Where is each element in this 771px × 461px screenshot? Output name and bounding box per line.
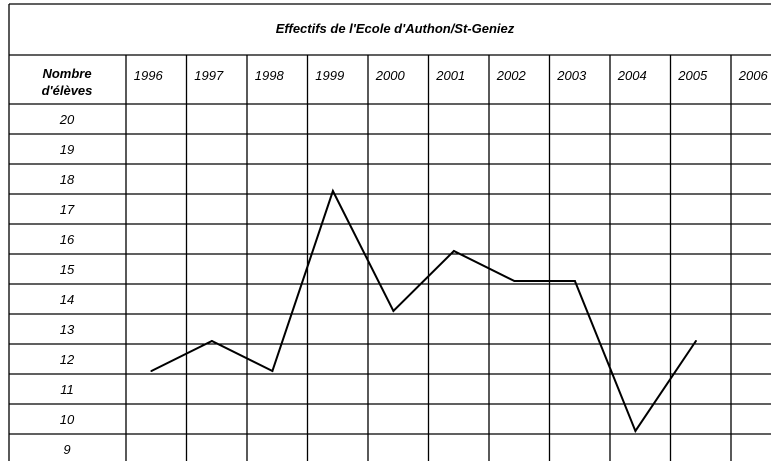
data-point — [634, 430, 637, 432]
value-label: 13 — [60, 322, 75, 337]
chart-title: Effectifs de l'Ecole d'Authon/St-Geniez — [276, 21, 515, 36]
year-label: 2004 — [617, 68, 647, 83]
value-label: 14 — [60, 292, 74, 307]
data-point — [573, 280, 576, 282]
value-label: 12 — [60, 352, 75, 367]
value-label: 11 — [60, 382, 74, 397]
year-label: 1996 — [134, 68, 164, 83]
data-point — [331, 190, 334, 192]
header-label-line1: Nombre — [42, 66, 91, 81]
value-label: 20 — [59, 112, 75, 127]
value-label: 17 — [60, 202, 75, 217]
header-label-line2: d'élèves — [42, 83, 93, 98]
year-labels: 1996 1997 1998 1999 2000 2001 2002 2003 2004 2005… — [134, 68, 769, 83]
year-label: 2002 — [496, 68, 527, 83]
year-label: 2001 — [435, 68, 465, 83]
data-point — [392, 310, 395, 312]
data-point — [150, 370, 153, 372]
data-point — [513, 280, 516, 282]
year-label: 2006 — [738, 68, 769, 83]
data-point — [694, 340, 697, 342]
value-label: 9 — [63, 442, 70, 457]
data-point — [210, 340, 213, 342]
value-label: 10 — [60, 412, 75, 427]
value-label: 16 — [60, 232, 75, 247]
data-point — [271, 370, 274, 372]
series-layer — [150, 188, 697, 434]
value-labels: 20 19 18 17 16 15 14 13 12 11 10 9 — [59, 112, 75, 457]
year-label: 2003 — [556, 68, 587, 83]
value-label: 15 — [60, 262, 75, 277]
year-label: 2000 — [375, 68, 406, 83]
value-label: 18 — [60, 172, 75, 187]
year-label: 1998 — [255, 68, 285, 83]
data-point — [452, 250, 455, 252]
series-line — [150, 188, 697, 434]
year-label: 1999 — [315, 68, 344, 83]
year-label: 2005 — [677, 68, 708, 83]
year-label: 1997 — [194, 68, 224, 83]
value-label: 19 — [60, 142, 74, 157]
table-grid — [8, 3, 771, 461]
